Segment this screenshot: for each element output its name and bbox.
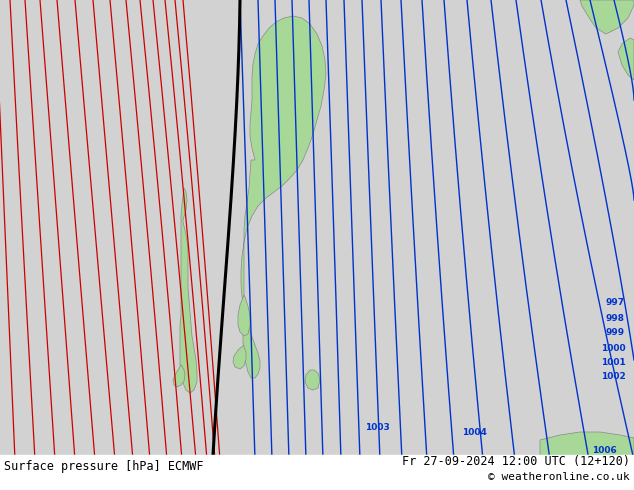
Text: 999: 999 — [606, 327, 625, 337]
Text: 1000: 1000 — [601, 343, 626, 352]
Polygon shape — [305, 370, 320, 390]
Polygon shape — [241, 16, 326, 378]
Text: Surface pressure [hPa] ECMWF: Surface pressure [hPa] ECMWF — [4, 460, 204, 472]
Polygon shape — [180, 188, 197, 393]
Text: 1003: 1003 — [365, 422, 390, 432]
Text: 1001: 1001 — [601, 358, 626, 367]
Text: 1006: 1006 — [592, 445, 617, 455]
Bar — [0, 455, 634, 490]
Text: © weatheronline.co.uk: © weatheronline.co.uk — [488, 472, 630, 482]
Polygon shape — [238, 295, 250, 336]
Polygon shape — [233, 345, 246, 369]
Text: 1004: 1004 — [462, 427, 487, 437]
Text: Fr 27-09-2024 12:00 UTC (12+120): Fr 27-09-2024 12:00 UTC (12+120) — [402, 455, 630, 467]
Polygon shape — [618, 38, 634, 80]
Text: 997: 997 — [606, 297, 625, 307]
Polygon shape — [540, 432, 634, 456]
Polygon shape — [580, 0, 634, 34]
Polygon shape — [173, 365, 185, 387]
Text: 1002: 1002 — [601, 371, 626, 381]
Text: 998: 998 — [606, 314, 625, 322]
